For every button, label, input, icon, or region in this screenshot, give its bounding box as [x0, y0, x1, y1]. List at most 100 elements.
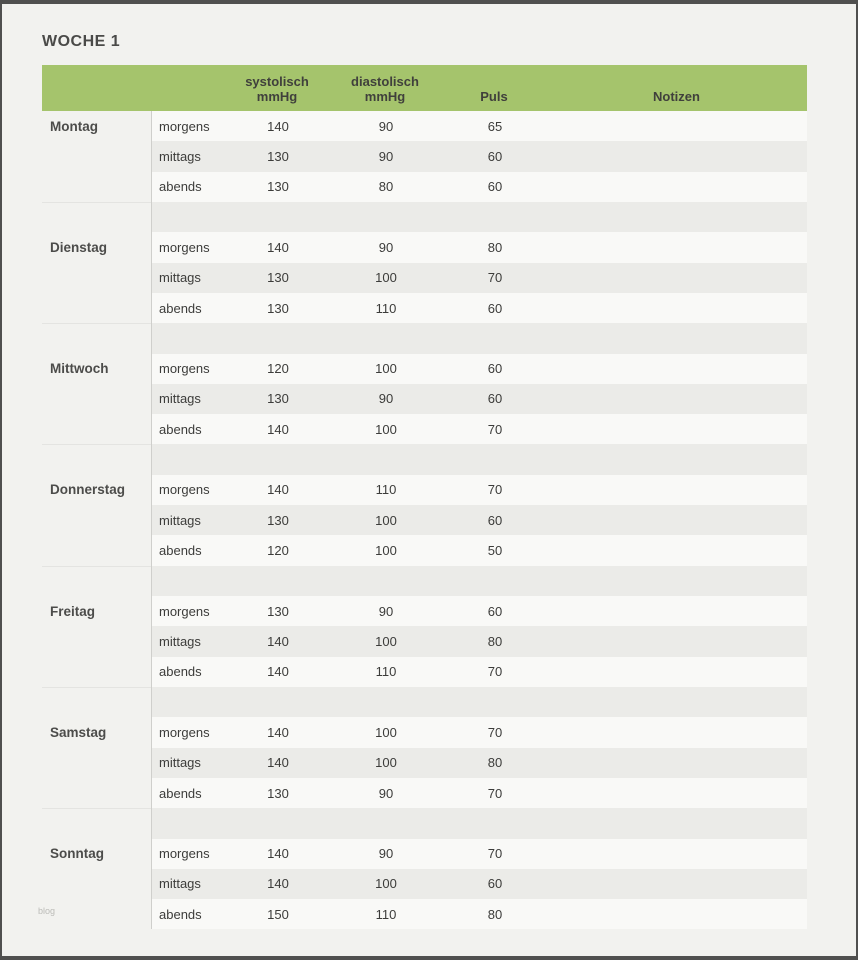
header-systolic: systolisch mmHg [226, 74, 328, 104]
row-strip: morgens 140 100 70 [151, 717, 807, 748]
diastolic-cell: 100 [375, 633, 397, 649]
day-cell-empty [42, 201, 151, 232]
watermark: blog [38, 906, 56, 916]
systolic-cell: 130 [267, 512, 289, 528]
header-pulse: Puls [442, 89, 546, 104]
row-strip: morgens 120 100 60 [151, 353, 807, 384]
spacer-strip [151, 323, 807, 354]
time-cell: abends [159, 785, 202, 801]
row-strip: abends 140 100 70 [151, 414, 807, 445]
diastolic-cell: 100 [375, 543, 397, 559]
day-cell-empty [42, 778, 151, 808]
diastolic-cell: 100 [375, 512, 397, 528]
systolic-cell: 130 [267, 270, 289, 286]
header-systolic-line2: mmHg [256, 89, 298, 104]
note-cell [547, 717, 807, 747]
time-cell: morgens [159, 118, 210, 134]
page-title: WOCHE 1 [42, 33, 121, 50]
table-row: abends 140 110 70 [42, 656, 807, 687]
pulse-cell: 65 [487, 118, 503, 134]
row-strip: abends 150 110 80 [151, 899, 807, 930]
time-cell: abends [159, 664, 202, 680]
table-row: Montag morgens 140 90 65 [42, 111, 807, 142]
day-cell-empty [42, 444, 151, 474]
day-cell-empty [42, 626, 151, 656]
table-body: Montag morgens 140 90 65 mittags 130 90 60 abends… [42, 111, 807, 930]
systolic-cell: 130 [267, 179, 289, 195]
header-systolic-line1: systolisch [245, 74, 309, 89]
day-cell-empty [42, 657, 151, 687]
spacer-row [42, 444, 807, 475]
row-strip: mittags 140 100 80 [151, 626, 807, 657]
diastolic-cell: 110 [375, 664, 397, 680]
note-cell [547, 475, 807, 505]
day-label: Montag [50, 118, 98, 134]
header-notes-line1: Notizen [653, 89, 700, 104]
diastolic-cell: 100 [375, 724, 397, 740]
time-cell: abends [159, 906, 202, 922]
note-cell [547, 111, 807, 141]
systolic-cell: 140 [267, 118, 289, 134]
systolic-cell: 140 [267, 876, 289, 892]
diastolic-cell: 100 [375, 421, 397, 437]
spacer-row [42, 201, 807, 233]
table-row: abends 120 100 50 [42, 535, 807, 566]
spacer-row [42, 686, 807, 718]
blood-pressure-table: systolisch mmHg diastolisch mmHg Puls No… [42, 65, 807, 930]
day-cell-empty [42, 535, 151, 565]
diastolic-cell: 100 [375, 876, 397, 892]
systolic-cell: 130 [267, 785, 289, 801]
row-strip: mittags 130 100 70 [151, 262, 807, 293]
table-row: abends 150 110 80 [42, 899, 807, 930]
day-cell-empty [42, 384, 151, 414]
table-row: mittags 140 100 60 [42, 868, 807, 900]
day-cell-empty [42, 808, 151, 838]
row-strip: mittags 140 100 80 [151, 747, 807, 778]
pulse-cell: 70 [487, 664, 503, 680]
time-cell: mittags [159, 876, 201, 892]
table-row: Freitag morgens 130 90 60 [42, 596, 807, 627]
header-diastolic-line1: diastolisch [351, 74, 419, 89]
pulse-cell: 60 [487, 512, 503, 528]
note-cell [547, 778, 807, 808]
systolic-cell: 140 [267, 846, 289, 862]
diastolic-cell: 100 [375, 361, 397, 377]
table-row: Dienstag morgens 140 90 80 [42, 232, 807, 263]
table-row: Mittwoch morgens 120 100 60 [42, 353, 807, 384]
row-strip: abends 140 110 70 [151, 656, 807, 687]
time-cell: abends [159, 300, 202, 316]
day-label: Dienstag [50, 239, 108, 255]
note-cell [547, 414, 807, 444]
diastolic-cell: 90 [378, 785, 394, 801]
row-strip: morgens 130 90 60 [151, 596, 807, 627]
row-strip: mittags 130 90 60 [151, 141, 807, 172]
day-label: Donnerstag [50, 482, 126, 498]
note-cell [547, 505, 807, 535]
note-cell [547, 354, 807, 384]
table-row: abends 130 110 60 [42, 292, 807, 324]
table-row: abends 130 80 60 [42, 171, 807, 202]
time-cell: mittags [159, 633, 201, 649]
diastolic-cell: 100 [375, 755, 397, 771]
header-diastolic: diastolisch mmHg [328, 74, 442, 104]
day-cell-empty [42, 899, 151, 929]
note-cell [547, 293, 807, 323]
systolic-cell: 120 [267, 361, 289, 377]
note-cell [547, 596, 807, 626]
diastolic-cell: 80 [378, 179, 394, 195]
time-cell: mittags [159, 391, 201, 407]
pulse-cell: 70 [487, 270, 503, 286]
spacer-strip [151, 808, 807, 839]
systolic-cell: 140 [267, 239, 289, 255]
note-cell [547, 141, 807, 171]
note-cell [547, 899, 807, 929]
pulse-cell: 60 [487, 603, 503, 619]
spacer-strip [151, 201, 807, 233]
day-cell-empty [42, 263, 151, 293]
diastolic-cell: 90 [378, 239, 394, 255]
diastolic-cell: 110 [375, 300, 397, 316]
diastolic-cell: 90 [378, 118, 394, 134]
table-row: Samstag morgens 140 100 70 [42, 717, 807, 748]
time-cell: abends [159, 543, 202, 559]
